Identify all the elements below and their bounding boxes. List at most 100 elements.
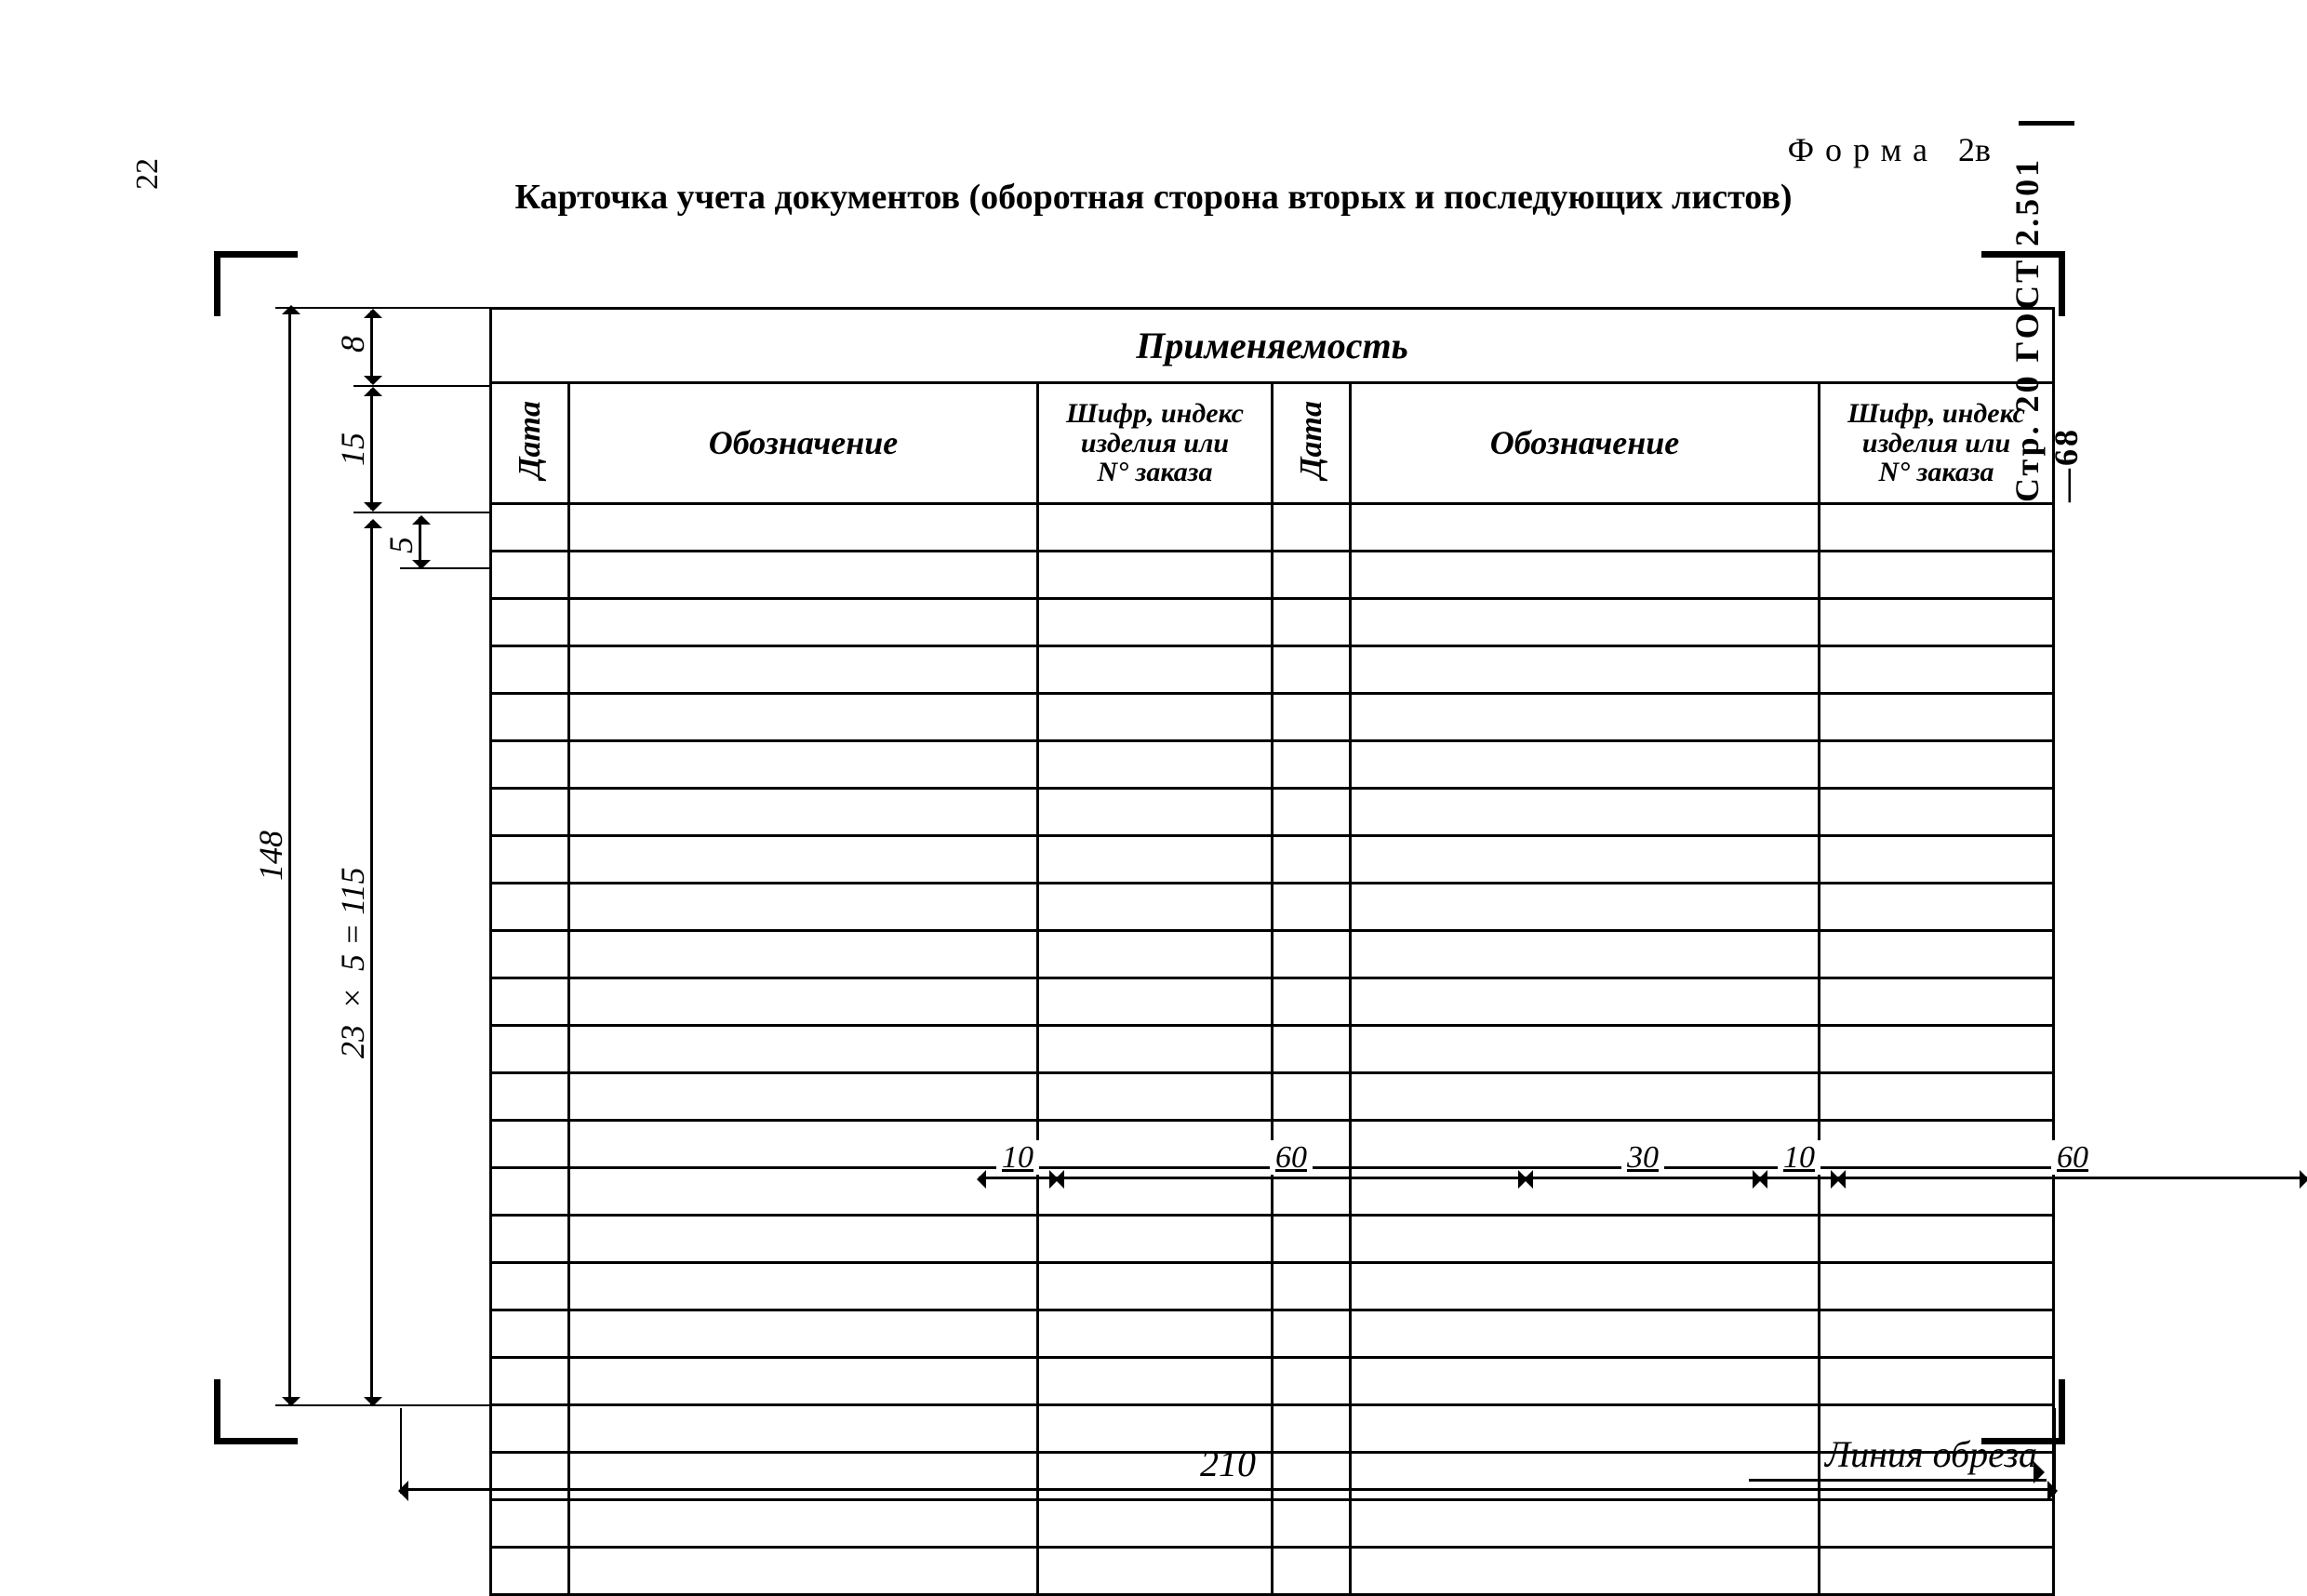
table-cell (1351, 552, 1820, 599)
table-cell (569, 1358, 1038, 1405)
table-cell (1351, 1548, 1820, 1595)
table-cell (1820, 1073, 2054, 1121)
table-cell (491, 1453, 569, 1500)
table-cell (569, 1310, 1038, 1358)
table-cell (569, 552, 1038, 599)
table-row (491, 741, 2054, 789)
table-cell (1351, 741, 1820, 789)
table-cell (1820, 741, 2054, 789)
table-row (491, 599, 2054, 646)
merge-header: Применяемость (491, 309, 2054, 383)
table-cell (1038, 504, 1273, 552)
table-cell (1820, 1548, 2054, 1595)
table-cell (491, 504, 569, 552)
col-code-l2: изделия или (1862, 428, 2010, 459)
table-cell (1820, 884, 2054, 931)
table-cell (569, 978, 1038, 1026)
table-cell (1820, 1453, 2054, 1500)
table-cell (569, 884, 1038, 931)
table-cell (491, 884, 569, 931)
col-code-1: Шифр, индекс изделия или N° заказа (1038, 383, 1273, 504)
table-cell (1820, 789, 2054, 836)
coldim-desig-1: 60 (1057, 1177, 1526, 1179)
table-row (491, 1073, 2054, 1121)
table-cell (491, 552, 569, 599)
table-cell (1351, 1405, 1820, 1453)
table-cell (569, 1453, 1038, 1500)
table-cell (491, 836, 569, 884)
table-cell (1273, 1073, 1351, 1121)
table-cell (1351, 504, 1820, 552)
table-cell (1038, 884, 1273, 931)
coldim-code-1: 30 (1526, 1177, 1760, 1179)
table-cell (491, 1073, 569, 1121)
col-date-2: Дата (1273, 383, 1351, 504)
table-cell (1273, 1500, 1351, 1548)
table-cell (1273, 1548, 1351, 1595)
table-cell (1351, 931, 1820, 978)
table-cell (491, 1168, 569, 1216)
coldim-label: 60 (2051, 1140, 2094, 1175)
coldim-label: 60 (1270, 1140, 1313, 1175)
table-cell (569, 646, 1038, 694)
table-cell (1038, 789, 1273, 836)
table-cell (1351, 1073, 1820, 1121)
table-cell (1273, 1216, 1351, 1263)
table-row (491, 646, 2054, 694)
table-cell (491, 1500, 569, 1548)
table-cell (569, 1263, 1038, 1310)
col-date-label: Дата (1295, 401, 1328, 479)
table-cell (1351, 1453, 1820, 1500)
table-row (491, 1216, 2054, 1263)
table-row (491, 1548, 2054, 1595)
table-cell (491, 789, 569, 836)
table-cell (1820, 1263, 2054, 1310)
table-cell (1351, 1263, 1820, 1310)
table-row (491, 1405, 2054, 1453)
table-cell (1351, 1358, 1820, 1405)
table-cell (1820, 694, 2054, 741)
col-code-l3: N° заказа (1879, 457, 1994, 487)
table-cell (1038, 1026, 1273, 1073)
dim-15: 15 (333, 389, 372, 510)
table-cell (1038, 1453, 1273, 1500)
table-cell (1273, 789, 1351, 836)
table-cell (491, 741, 569, 789)
table-cell (1038, 741, 1273, 789)
coldim-date-1: 10 (979, 1177, 1057, 1179)
table-row (491, 1026, 2054, 1073)
forma-num: 2в (1958, 131, 1991, 168)
table-cell (569, 1121, 1038, 1168)
table-cell (491, 1358, 569, 1405)
table-cell (1038, 1500, 1273, 1548)
table-cell (569, 741, 1038, 789)
page-title: Карточка учета документов (оборотная сто… (0, 177, 2307, 218)
table-cell (1820, 978, 2054, 1026)
table-cell (1351, 1310, 1820, 1358)
table-cell (1351, 1500, 1820, 1548)
table-row (491, 931, 2054, 978)
ext-line (353, 385, 489, 387)
table-cell (1820, 1216, 2054, 1263)
form-card: Применяемость Дата Обозначение Шифр, инд… (489, 307, 2052, 1596)
table-row (491, 978, 2054, 1026)
col-code-l3: N° заказа (1097, 457, 1212, 487)
table-cell (1273, 504, 1351, 552)
table-cell (1351, 599, 1820, 646)
table-cell (569, 694, 1038, 741)
table-cell (491, 1216, 569, 1263)
table-cell (491, 1026, 569, 1073)
table-row (491, 1310, 2054, 1358)
table-cell (1038, 599, 1273, 646)
table-cell (1820, 836, 2054, 884)
table-cell (1273, 694, 1351, 741)
dim-8: 8 (333, 307, 372, 381)
table-cell (491, 978, 569, 1026)
table-cell (1273, 1263, 1351, 1310)
form-number: Форма 2в (1788, 130, 1991, 169)
table-row (491, 1358, 2054, 1405)
table-row (491, 504, 2054, 552)
coldim-label: 30 (1621, 1140, 1664, 1175)
table-cell (1351, 836, 1820, 884)
col-code-l1: Шифр, индекс (1847, 398, 2025, 429)
